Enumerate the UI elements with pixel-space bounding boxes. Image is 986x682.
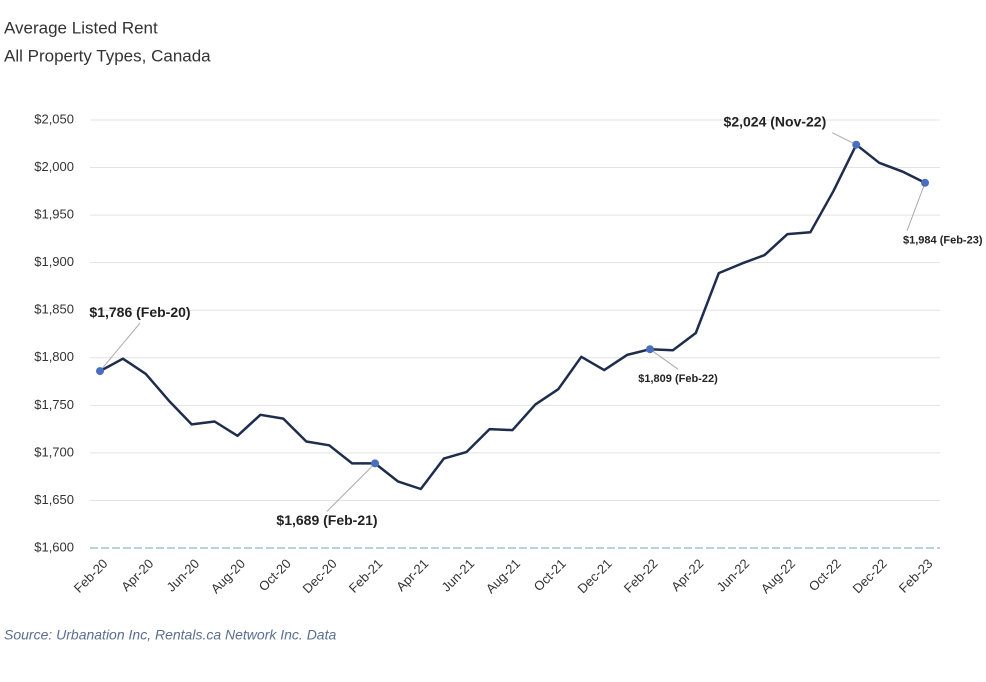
x-tick-label: Jun-22	[714, 556, 753, 595]
leader-line	[832, 132, 857, 146]
y-tick-label: $1,750	[34, 397, 74, 412]
x-tick-label: Feb-21	[346, 556, 386, 596]
data-label: $1,984 (Feb-23)	[903, 235, 983, 247]
data-label: $1,689 (Feb-21)	[276, 512, 377, 528]
x-tick-label: Feb-20	[71, 556, 111, 596]
x-tick-label: Jun-21	[439, 556, 478, 595]
x-tick-label: Feb-22	[621, 556, 661, 596]
x-tick-label: Oct-20	[256, 556, 294, 594]
y-tick-label: $2,050	[34, 111, 74, 126]
x-tick-label: Oct-21	[531, 556, 569, 594]
data-label: $1,809 (Feb-22)	[638, 373, 718, 385]
x-tick-label: Dec-20	[299, 556, 339, 596]
x-tick-label: Apr-20	[118, 556, 156, 594]
x-tick-label: Aug-22	[758, 556, 798, 596]
leader-line	[326, 462, 376, 512]
data-label: $2,024 (Nov-22)	[724, 113, 827, 129]
leader-line	[906, 182, 926, 231]
y-tick-label: $1,800	[34, 349, 74, 364]
x-tick-label: Aug-20	[208, 556, 248, 596]
chart-title: Average Listed Rent	[4, 18, 158, 37]
leader-line	[649, 348, 679, 370]
x-tick-label: Jun-20	[164, 556, 203, 595]
point-marker	[921, 178, 929, 187]
chart-subtitle: All Property Types, Canada	[4, 46, 211, 65]
y-tick-label: $1,600	[34, 539, 74, 554]
data-label: $1,786 (Feb-20)	[89, 304, 190, 320]
y-tick-label: $2,000	[34, 159, 74, 174]
x-tick-label: Oct-22	[806, 556, 844, 594]
x-tick-label: Aug-21	[483, 556, 523, 596]
x-tick-label: Feb-23	[896, 556, 936, 596]
y-tick-label: $1,700	[34, 444, 74, 459]
x-tick-label: Dec-21	[574, 556, 614, 596]
x-tick-label: Apr-21	[393, 556, 431, 594]
leader-line	[99, 322, 141, 372]
y-tick-label: $1,650	[34, 492, 74, 507]
y-tick-label: $1,850	[34, 302, 74, 317]
point-marker	[646, 345, 654, 354]
x-tick-label: Apr-22	[668, 556, 706, 594]
source-note: Source: Urbanation Inc, Rentals.ca Netwo…	[4, 627, 336, 643]
point-marker	[96, 367, 104, 376]
y-tick-label: $1,900	[34, 254, 74, 269]
y-tick-label: $1,950	[34, 207, 74, 222]
x-tick-label: Dec-22	[849, 556, 889, 596]
point-marker	[371, 459, 379, 468]
point-marker	[852, 140, 861, 149]
data-line	[99, 143, 926, 491]
